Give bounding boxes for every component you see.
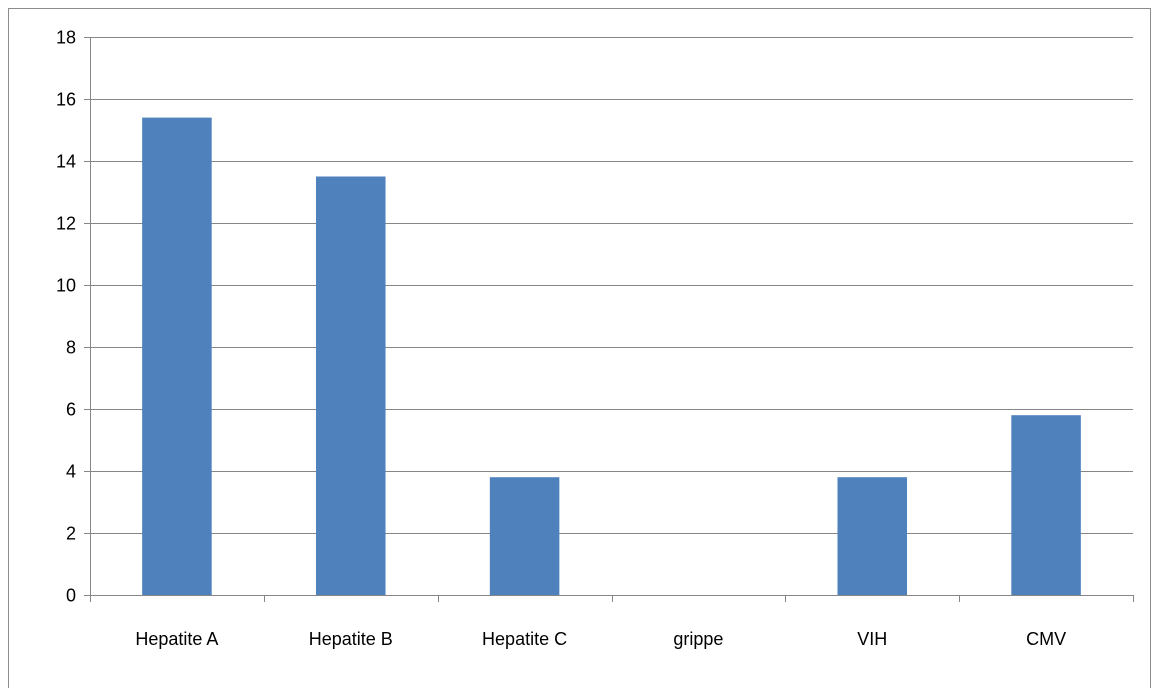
y-tick-label: 0	[66, 586, 76, 606]
chart-frame	[8, 8, 1151, 688]
bar	[142, 117, 212, 595]
y-tick-label: 18	[56, 28, 76, 48]
x-tick-label: Hepatite A	[135, 629, 218, 649]
y-tick-label: 4	[66, 462, 76, 482]
bars	[142, 117, 1081, 595]
y-tick-label: 2	[66, 524, 76, 544]
y-tick-label: 8	[66, 338, 76, 358]
bar	[1011, 415, 1081, 595]
x-tick-labels: Hepatite A Hepatite B Hepatite C grippe VIH C…	[135, 629, 1066, 649]
y-tick-labels: 0 2 4 6 8 10 12 14 16 18	[56, 28, 76, 606]
x-tick-label: Hepatite B	[309, 629, 393, 649]
y-tick-label: 14	[56, 152, 76, 172]
x-tick-label: CMV	[1026, 629, 1066, 649]
y-tick-label: 12	[56, 214, 76, 234]
x-tick-label: grippe	[673, 629, 723, 649]
bar	[489, 477, 560, 595]
gridlines	[90, 37, 1133, 534]
y-tick-label: 10	[56, 276, 76, 296]
bar	[315, 176, 386, 595]
bar	[837, 477, 908, 595]
x-tick-label: VIH	[857, 629, 887, 649]
axes	[84, 37, 1134, 602]
x-tick-label: Hepatite C	[482, 629, 567, 649]
y-tick-label: 16	[56, 90, 76, 110]
y-tick-label: 6	[66, 400, 76, 420]
